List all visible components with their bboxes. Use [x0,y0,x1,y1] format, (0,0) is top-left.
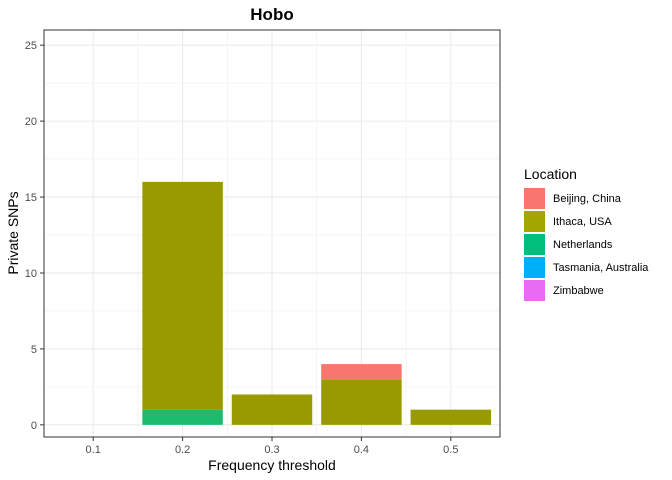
y-tick-label: 20 [25,116,37,128]
legend-swatch [524,211,545,232]
y-tick-label: 10 [25,268,37,280]
legend-item: Zimbabwe [524,280,604,301]
bar-0.4-beijing-china [321,364,402,380]
legend-title: Location [524,166,577,182]
legend-item: Beijing, China [524,188,622,209]
bars [142,181,492,425]
legend-item: Netherlands [524,234,613,255]
bar-0.4-ithaca-usa [321,379,402,425]
legend-swatch [524,188,545,209]
y-tick-label: 15 [25,192,37,204]
y-axis-title: Private SNPs [5,191,21,274]
legend-items: Beijing, China Ithaca, USA Netherlands Tasm… [524,188,649,301]
legend-label: Netherlands [553,239,613,251]
legend: Location Beijing, China Ithaca, USA Nether… [524,166,649,301]
legend-item: Tasmania, Australia [524,257,649,278]
legend-label: Ithaca, USA [553,216,612,228]
bar-0.3-ithaca-usa [231,394,313,425]
x-tick-label: 0.5 [443,444,458,456]
x-axis: 0.1 0.2 0.3 0.4 0.5 [86,437,458,456]
x-tick-label: 0.2 [175,444,190,456]
x-tick-label: 0.3 [264,444,279,456]
x-tick-label: 0.1 [86,444,101,456]
y-tick-label: 25 [25,40,37,52]
legend-label: Beijing, China [553,193,622,205]
legend-swatch [524,280,545,301]
bar-0.5-ithaca-usa [410,409,492,425]
legend-swatch [524,234,545,255]
x-tick-label: 0.4 [354,444,369,456]
x-axis-title: Frequency threshold [208,457,336,473]
y-tick-label: 0 [31,420,37,432]
legend-swatch [524,257,545,278]
legend-item: Ithaca, USA [524,211,612,232]
bar-0.2-ithaca-usa [142,181,223,410]
legend-label: Zimbabwe [553,285,604,297]
bar-0.2-netherlands [142,409,223,425]
y-tick-label: 5 [31,344,37,356]
chart-title: Hobo [250,5,293,24]
legend-label: Tasmania, Australia [553,262,649,274]
y-axis: 0 5 10 15 20 25 [25,40,44,432]
